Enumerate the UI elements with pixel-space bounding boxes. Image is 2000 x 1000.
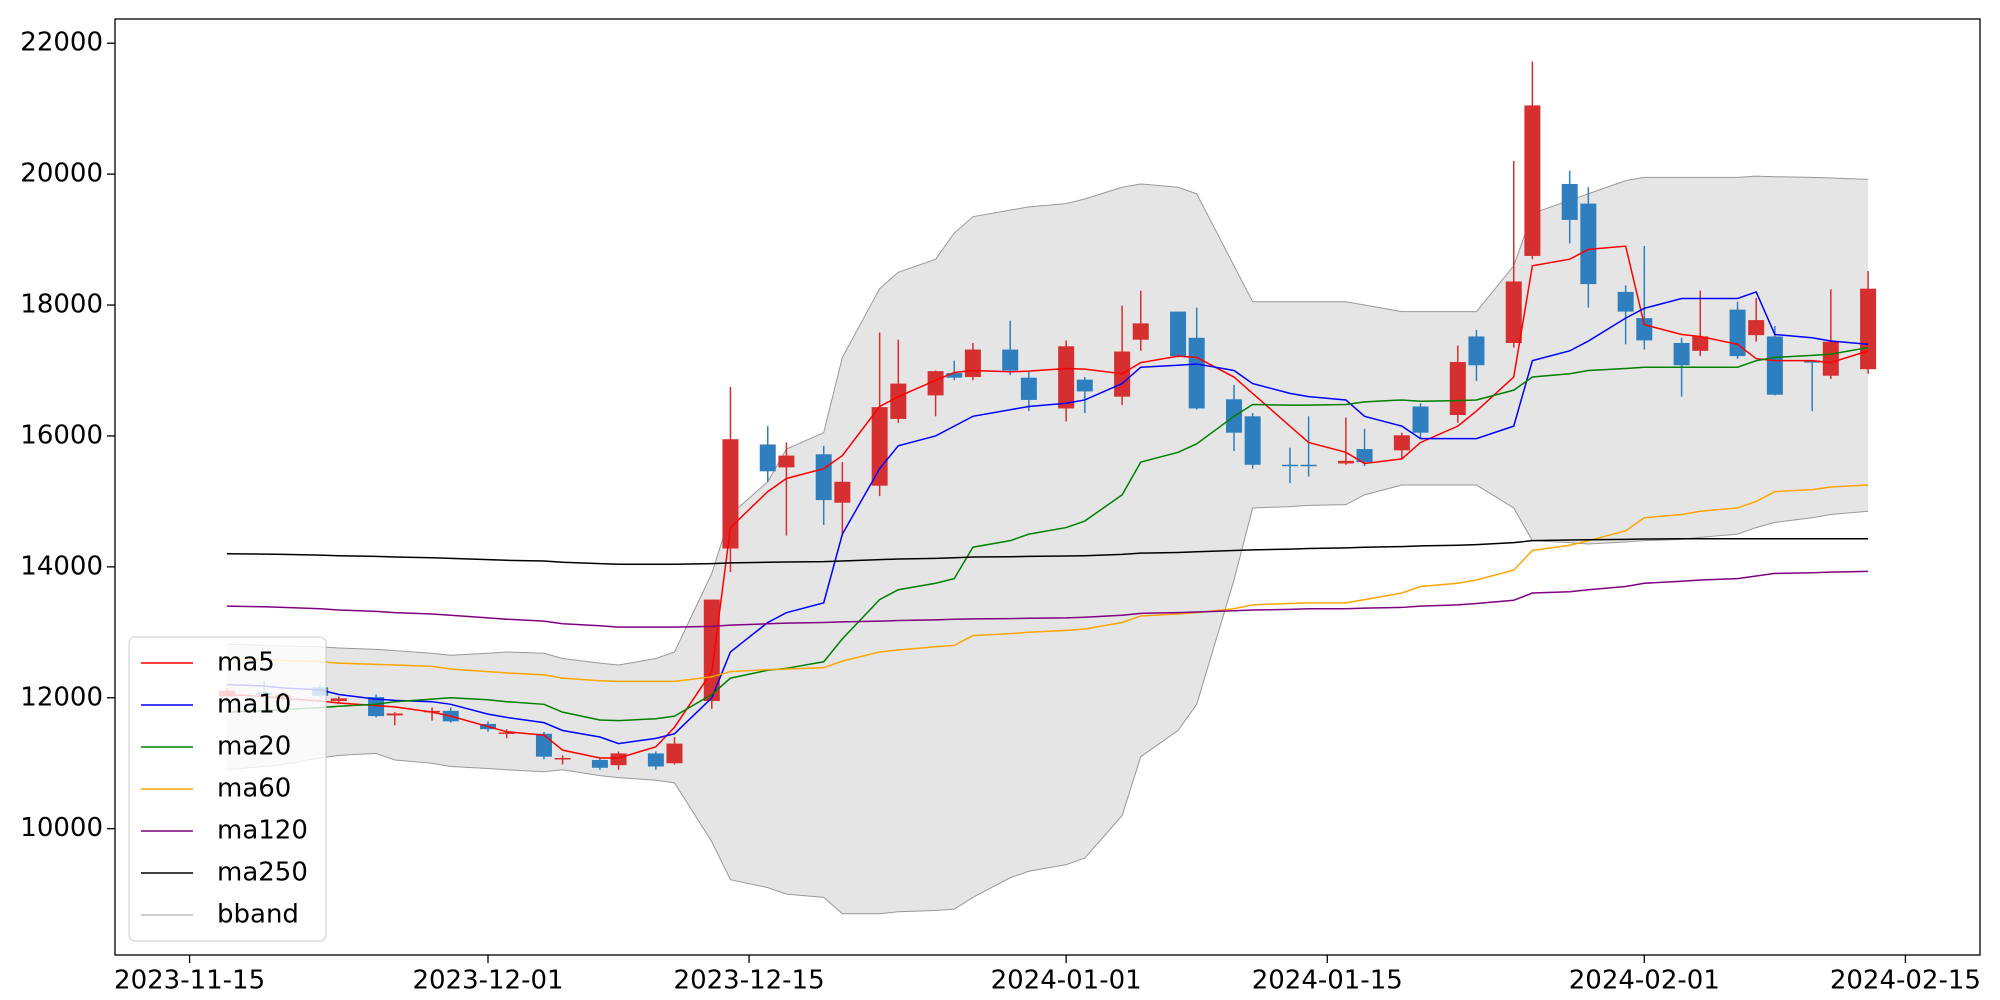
candle-body bbox=[666, 743, 683, 764]
candle-body bbox=[368, 697, 385, 717]
candle-body bbox=[647, 753, 664, 767]
candle-body bbox=[1804, 360, 1821, 363]
candle-body bbox=[1281, 464, 1298, 467]
candle-body bbox=[591, 759, 608, 768]
candle-body bbox=[1449, 361, 1466, 415]
y-tick-label: 10000 bbox=[20, 813, 103, 843]
candle-body bbox=[1020, 377, 1037, 400]
candle-body bbox=[1076, 379, 1093, 392]
legend-label: ma60 bbox=[217, 774, 291, 804]
legend-label: ma5 bbox=[217, 648, 275, 678]
candle-body bbox=[759, 444, 776, 472]
candle-body bbox=[1505, 281, 1522, 343]
candle-body bbox=[1132, 323, 1149, 340]
candle-body bbox=[498, 732, 515, 734]
candle-body bbox=[1729, 309, 1746, 357]
y-tick-label: 18000 bbox=[20, 290, 103, 320]
candle-body bbox=[964, 349, 981, 378]
candle-body bbox=[1356, 449, 1373, 463]
legend-label: ma250 bbox=[217, 858, 308, 888]
candle-body bbox=[1412, 406, 1429, 433]
y-tick-label: 22000 bbox=[20, 28, 103, 58]
candle-body bbox=[815, 454, 832, 501]
legend-label: bband bbox=[217, 900, 299, 930]
candle-body bbox=[778, 455, 795, 468]
candle-body bbox=[535, 733, 552, 757]
candle-body bbox=[1170, 311, 1187, 357]
ma-line bbox=[226, 570, 1869, 628]
candle-body bbox=[1673, 343, 1690, 366]
candle-body bbox=[1244, 416, 1261, 465]
legend-label: ma120 bbox=[217, 816, 308, 846]
ma-line bbox=[226, 245, 1869, 759]
legend-box bbox=[128, 636, 327, 942]
x-tick-label: 2024-02-15 bbox=[1830, 966, 1981, 996]
candle-body bbox=[1561, 183, 1578, 220]
candle-body bbox=[1636, 318, 1653, 341]
candle-body bbox=[1468, 336, 1485, 366]
y-tick-label: 16000 bbox=[20, 420, 103, 450]
bband-lower bbox=[226, 484, 1869, 915]
candle-body bbox=[1188, 337, 1205, 409]
legend-label: ma10 bbox=[217, 690, 291, 720]
candle-body bbox=[834, 481, 851, 503]
candle-body bbox=[1766, 336, 1783, 395]
candle-body bbox=[1337, 460, 1354, 464]
x-tick-label: 2023-12-15 bbox=[674, 966, 825, 996]
candle-body bbox=[1860, 288, 1877, 370]
ma-line bbox=[226, 346, 1869, 722]
ma-line bbox=[226, 291, 1869, 745]
candle-body bbox=[1822, 341, 1839, 376]
y-tick-label: 12000 bbox=[20, 682, 103, 712]
legend: ma5 ma10 ma20 ma60 ma120 ma250 bband bbox=[128, 636, 327, 942]
x-tick-label: 2024-01-15 bbox=[1252, 966, 1403, 996]
candle-body bbox=[1692, 336, 1709, 351]
x-tick-label: 2024-02-01 bbox=[1569, 966, 1720, 996]
x-tick-label: 2023-11-15 bbox=[114, 966, 265, 996]
candle-body bbox=[330, 698, 347, 702]
candle-body bbox=[927, 371, 944, 396]
y-tick-label: 20000 bbox=[20, 159, 103, 189]
candle-body bbox=[1580, 203, 1597, 285]
candle-body bbox=[610, 753, 627, 766]
candle-body bbox=[1617, 291, 1634, 312]
candle-body bbox=[722, 439, 739, 549]
ma-line bbox=[226, 537, 1869, 565]
candle-body bbox=[386, 713, 403, 716]
candle-body bbox=[871, 407, 888, 486]
x-tick-label: 2024-01-01 bbox=[991, 966, 1142, 996]
candle-body bbox=[1300, 464, 1317, 467]
plot-frame bbox=[114, 18, 1981, 956]
candle-body bbox=[1748, 320, 1765, 336]
bband-area bbox=[226, 176, 1869, 914]
candle-body bbox=[1393, 435, 1410, 451]
x-tick-label: 2023-12-01 bbox=[412, 966, 563, 996]
candle-body bbox=[946, 373, 963, 378]
legend-label: ma20 bbox=[217, 732, 291, 762]
candle-body bbox=[1058, 346, 1075, 409]
candle-body bbox=[1002, 349, 1019, 371]
candle-body bbox=[554, 757, 571, 760]
y-tick-label: 14000 bbox=[20, 551, 103, 581]
bband-upper bbox=[226, 175, 1869, 666]
candle-body bbox=[890, 383, 907, 419]
candle-body bbox=[1524, 105, 1541, 256]
